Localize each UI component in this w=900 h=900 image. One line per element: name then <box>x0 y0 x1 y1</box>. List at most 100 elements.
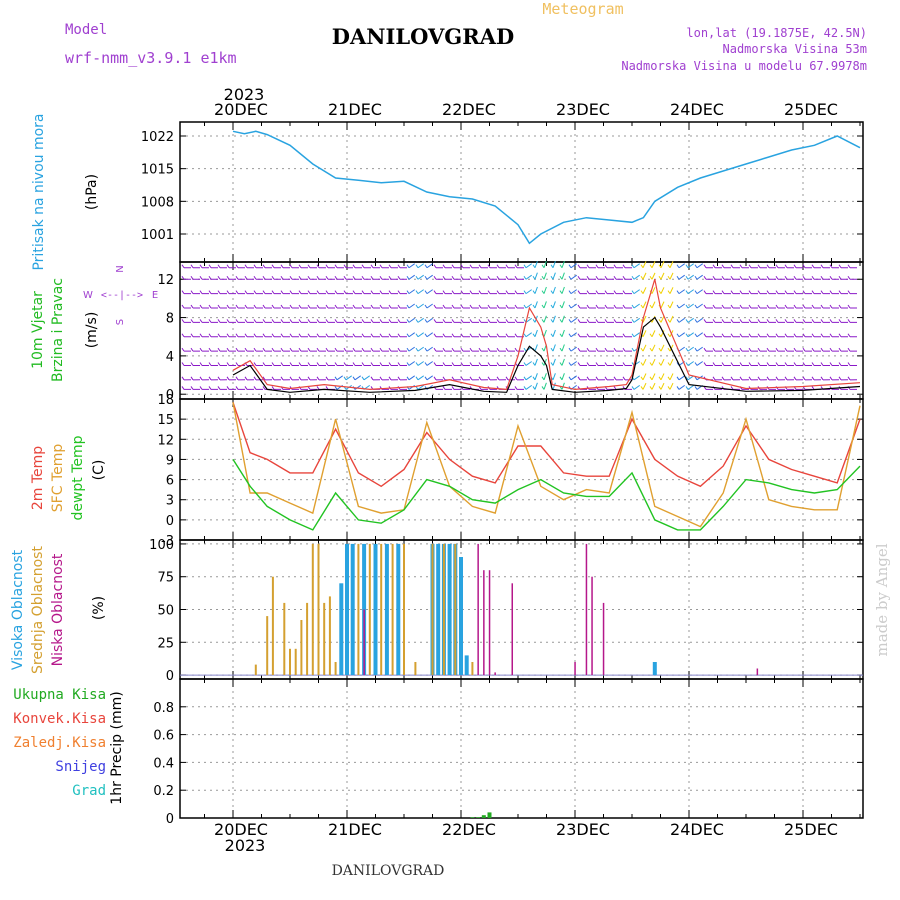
wind-barb <box>325 304 329 309</box>
wind-barb <box>642 344 647 352</box>
wind-barb <box>712 275 716 280</box>
wind-barb <box>325 290 329 294</box>
wind-barb <box>379 290 383 294</box>
wind-barb <box>633 332 640 338</box>
wind-barb <box>181 333 185 338</box>
wind-barb <box>669 315 674 323</box>
coords-label: lon,lat (19.1875E, 42.5N) <box>686 26 867 40</box>
wind-barb <box>408 346 415 352</box>
mid-cloud-bar <box>300 620 303 676</box>
wind-barb <box>687 346 694 352</box>
wind-barb <box>820 319 824 323</box>
compass-e: E <box>152 290 158 301</box>
wind-barb <box>552 344 556 352</box>
wind-barb <box>478 319 482 323</box>
wind-barb <box>451 319 455 323</box>
mid-cloud-bar <box>334 662 337 676</box>
y-tick-label: 6 <box>166 474 174 489</box>
wind-barb <box>541 376 545 381</box>
wind-barb <box>415 376 419 381</box>
wind-barb <box>660 287 665 294</box>
wind-barb <box>748 347 752 352</box>
wind-speed-line <box>232 279 861 391</box>
wind-barb <box>525 289 532 295</box>
wind-barb <box>685 290 689 294</box>
wind-barb <box>739 333 743 338</box>
wind-barb <box>451 386 455 390</box>
wind-barb <box>676 386 680 390</box>
wind-barb <box>669 382 674 390</box>
wind-barb <box>478 275 482 280</box>
wind-barb <box>199 319 203 323</box>
wind-barb <box>660 344 665 352</box>
wind-barb <box>676 304 680 309</box>
wind-barb <box>226 275 230 280</box>
wind-barb <box>316 362 320 366</box>
panel-frame <box>179 678 864 819</box>
wind-barb <box>271 333 275 338</box>
wind-barb <box>667 275 671 280</box>
wind-barb <box>667 362 671 366</box>
wind-barb <box>334 347 338 352</box>
wind-barb <box>633 263 640 269</box>
wind-barb <box>640 347 644 352</box>
wind-barb <box>838 319 842 323</box>
y-tick-label: 0.6 <box>153 729 174 744</box>
wind-barb <box>514 386 518 390</box>
wind-barb <box>642 261 647 268</box>
precip-ylabel: 1hr Precip (mm) <box>109 691 125 804</box>
mid-cloud-bar <box>311 543 314 675</box>
wind-barb <box>739 376 743 381</box>
wind-barb <box>552 261 556 268</box>
wind-barb <box>568 347 572 352</box>
wind-barb <box>397 290 401 294</box>
wind-barb <box>253 264 257 269</box>
wind-barb <box>730 275 734 280</box>
wind-barb <box>487 347 491 352</box>
temp-ylabel: 2m Temp <box>30 446 46 510</box>
wind-barb <box>676 376 680 381</box>
wind-barb <box>631 264 635 269</box>
wind-barb <box>424 275 428 280</box>
wind-barb <box>685 386 689 390</box>
wind-barb <box>696 346 703 352</box>
wind-barb <box>262 386 266 390</box>
y-tick-label: 1001 <box>141 228 174 243</box>
precip-bar <box>487 812 492 818</box>
mid-cloud-bar <box>357 543 360 675</box>
wind-barb <box>757 304 761 309</box>
bottom-date-label: 24DEC <box>670 820 724 839</box>
y-tick-label: 12 <box>157 273 174 288</box>
mid-cloud-bar <box>471 662 474 676</box>
low-cloud-bar <box>756 668 759 676</box>
wind-barb <box>552 329 556 337</box>
wind-barb <box>766 264 770 269</box>
y-tick-label: 0 <box>166 812 174 827</box>
wind-barb <box>721 319 725 323</box>
wind-barb <box>442 264 446 269</box>
wind-barb <box>703 347 707 352</box>
wind-barb <box>417 274 424 280</box>
wind-barb <box>595 275 599 280</box>
wind-barb <box>559 362 563 366</box>
wind-barb <box>658 333 662 338</box>
legend-frozen-rain: Zaledj.Kisa <box>13 735 106 751</box>
wind-barb <box>766 319 770 323</box>
wind-barb <box>811 275 815 280</box>
wind-barb <box>694 333 698 338</box>
wind-barb <box>766 347 770 352</box>
wind-barb <box>543 261 547 268</box>
wind-barb <box>523 304 527 309</box>
wind-barb <box>190 275 194 280</box>
wind-barb <box>370 319 374 323</box>
high-cloud-bar <box>345 543 349 675</box>
sfc-ylabel: SFC Temp <box>50 444 66 513</box>
wind-barb <box>694 264 698 269</box>
high-cloud-bar <box>350 543 355 675</box>
low-cloud-bar <box>494 672 496 675</box>
y-tick-label: 15 <box>157 413 174 428</box>
wind-barb <box>552 382 556 390</box>
wind-barb <box>199 386 203 390</box>
wind-barb <box>478 333 482 338</box>
